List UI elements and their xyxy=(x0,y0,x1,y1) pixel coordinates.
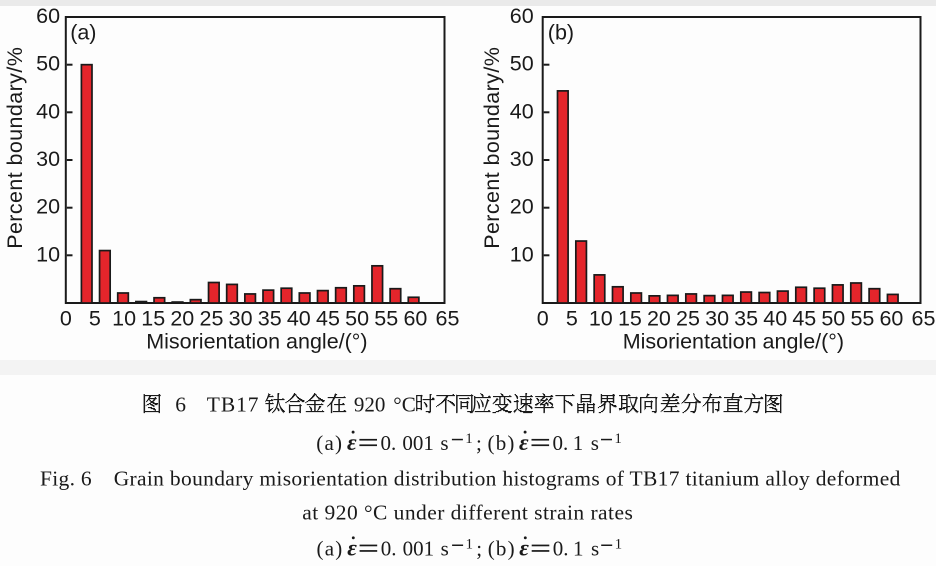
svg-text:15: 15 xyxy=(618,307,642,331)
svg-text:30: 30 xyxy=(229,307,253,331)
svg-text:Misorientation angle/(°): Misorientation angle/(°) xyxy=(146,330,367,354)
svg-text:(a): (a) xyxy=(70,21,96,45)
svg-text:001: 001 xyxy=(403,537,435,561)
svg-text:60: 60 xyxy=(879,307,903,331)
svg-text:0.: 0. xyxy=(381,431,397,455)
svg-text:60: 60 xyxy=(36,4,60,28)
svg-text:(b): (b) xyxy=(548,21,574,45)
svg-text:ε: ε xyxy=(347,430,357,456)
svg-text:60: 60 xyxy=(403,307,427,331)
svg-text:1: 1 xyxy=(573,431,584,455)
svg-text:40: 40 xyxy=(36,99,60,123)
svg-text:20: 20 xyxy=(170,307,194,331)
svg-text:5: 5 xyxy=(89,307,101,331)
svg-text:s: s xyxy=(591,537,599,561)
svg-text:45: 45 xyxy=(316,307,340,331)
svg-text:50: 50 xyxy=(821,307,845,331)
svg-text:30: 30 xyxy=(36,147,60,171)
svg-text:50: 50 xyxy=(36,52,60,76)
svg-text:ε: ε xyxy=(519,430,529,456)
svg-text:ε: ε xyxy=(519,536,529,562)
svg-text:Fig. 6: Fig. 6 xyxy=(40,467,92,491)
svg-text:s: s xyxy=(440,431,448,455)
svg-text:ε: ε xyxy=(347,536,357,562)
svg-text:10: 10 xyxy=(589,307,613,331)
svg-text:Percent boundary/%: Percent boundary/% xyxy=(480,47,504,249)
svg-text:60: 60 xyxy=(510,4,534,28)
svg-text:1: 1 xyxy=(615,537,623,553)
svg-text:55: 55 xyxy=(374,307,398,331)
svg-text:50: 50 xyxy=(510,52,534,76)
svg-text:at 920 °C under different stra: at 920 °C under different strain rates xyxy=(302,500,633,524)
svg-text:0: 0 xyxy=(60,307,72,331)
svg-text:;: ; xyxy=(476,431,482,455)
svg-text:40: 40 xyxy=(510,99,534,123)
svg-text:1: 1 xyxy=(465,431,473,447)
svg-text:Percent boundary/%: Percent boundary/% xyxy=(3,47,27,249)
svg-text:35: 35 xyxy=(258,307,282,331)
svg-text:1: 1 xyxy=(614,431,622,447)
svg-text:20: 20 xyxy=(510,195,534,219)
svg-text:35: 35 xyxy=(734,307,758,331)
svg-text:(a): (a) xyxy=(317,537,344,561)
svg-text:Misorientation angle/(°): Misorientation angle/(°) xyxy=(623,330,844,354)
svg-text:Grain boundary misorientation: Grain boundary misorientation distributi… xyxy=(114,467,901,491)
svg-text:40: 40 xyxy=(287,307,311,331)
svg-text:10: 10 xyxy=(36,242,60,266)
svg-text:(b): (b) xyxy=(488,537,516,561)
svg-text:°C: °C xyxy=(393,392,415,416)
svg-text:0.: 0. xyxy=(553,537,569,561)
svg-text:5: 5 xyxy=(566,307,578,331)
svg-text:920: 920 xyxy=(354,392,386,416)
svg-text:0.: 0. xyxy=(553,431,569,455)
svg-text:s: s xyxy=(441,537,449,561)
svg-text:65: 65 xyxy=(436,307,460,331)
svg-text:45: 45 xyxy=(792,307,816,331)
svg-text:40: 40 xyxy=(763,307,787,331)
svg-text:50: 50 xyxy=(345,307,369,331)
svg-text:s: s xyxy=(591,431,599,455)
svg-text:20: 20 xyxy=(647,307,671,331)
svg-text:TB17: TB17 xyxy=(207,392,260,416)
svg-text:001: 001 xyxy=(402,431,434,455)
svg-text:25: 25 xyxy=(676,307,700,331)
svg-text:15: 15 xyxy=(141,307,165,331)
svg-text:(a): (a) xyxy=(316,431,343,455)
svg-text:;: ; xyxy=(476,537,482,561)
svg-text:30: 30 xyxy=(705,307,729,331)
svg-text:0.: 0. xyxy=(381,537,397,561)
svg-text:10: 10 xyxy=(112,307,136,331)
svg-text:25: 25 xyxy=(200,307,224,331)
svg-text:1: 1 xyxy=(573,537,584,561)
svg-text:(b): (b) xyxy=(488,431,516,455)
svg-text:6: 6 xyxy=(175,392,186,416)
svg-text:10: 10 xyxy=(510,242,534,266)
svg-text:0: 0 xyxy=(537,307,549,331)
svg-text:20: 20 xyxy=(36,195,60,219)
svg-text:30: 30 xyxy=(510,147,534,171)
svg-text:55: 55 xyxy=(850,307,874,331)
svg-text:1: 1 xyxy=(466,537,474,553)
svg-text:65: 65 xyxy=(912,307,936,331)
